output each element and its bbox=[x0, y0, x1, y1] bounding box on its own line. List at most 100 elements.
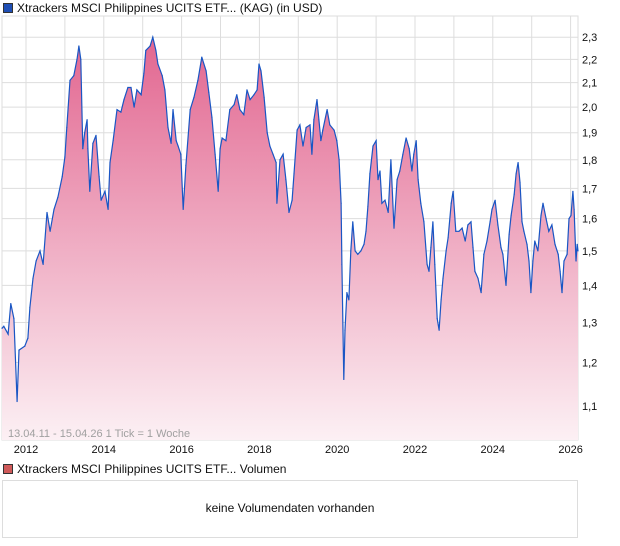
data-point bbox=[296, 129, 298, 131]
data-point bbox=[263, 96, 265, 98]
data-point bbox=[170, 142, 172, 144]
data-point bbox=[73, 74, 75, 77]
data-point bbox=[557, 253, 559, 255]
data-point bbox=[288, 211, 290, 214]
data-point bbox=[517, 161, 519, 164]
data-point bbox=[537, 250, 539, 252]
data-point bbox=[447, 237, 449, 239]
data-point bbox=[534, 240, 536, 242]
data-point bbox=[461, 227, 463, 229]
data-point bbox=[61, 176, 63, 178]
data-point bbox=[120, 111, 122, 113]
volume-panel: keine Volumendaten vorhanden bbox=[2, 480, 578, 538]
data-point bbox=[436, 318, 438, 320]
data-point bbox=[249, 99, 251, 101]
data-point bbox=[442, 277, 444, 279]
data-point bbox=[299, 124, 301, 126]
data-point bbox=[152, 36, 154, 38]
data-point bbox=[360, 250, 362, 252]
data-point bbox=[275, 161, 277, 164]
price-area-fill bbox=[2, 37, 578, 440]
data-point bbox=[340, 202, 342, 204]
data-point bbox=[69, 79, 71, 81]
data-point bbox=[438, 329, 440, 331]
data-point bbox=[489, 221, 491, 223]
data-point bbox=[98, 176, 100, 178]
data-point bbox=[13, 318, 15, 320]
price-legend-label: Xtrackers MSCI Philippines UCITS ETF... … bbox=[17, 1, 323, 15]
data-point bbox=[302, 145, 304, 147]
data-point bbox=[455, 230, 457, 232]
data-point bbox=[408, 148, 410, 150]
data-point bbox=[161, 74, 163, 77]
data-point bbox=[402, 153, 404, 155]
data-point bbox=[1, 327, 3, 329]
data-point bbox=[363, 243, 365, 245]
data-point bbox=[175, 140, 177, 142]
data-point bbox=[66, 126, 68, 129]
data-point bbox=[95, 134, 97, 136]
y-tick-label: 1,9 bbox=[582, 128, 597, 140]
data-point bbox=[157, 63, 159, 65]
data-point bbox=[243, 114, 245, 116]
data-point bbox=[266, 132, 268, 134]
data-point bbox=[563, 260, 565, 262]
data-point bbox=[53, 208, 55, 210]
data-point bbox=[470, 221, 472, 223]
data-point bbox=[381, 202, 383, 204]
data-point bbox=[467, 224, 469, 226]
data-point bbox=[365, 230, 367, 232]
y-tick-label: 1,1 bbox=[582, 401, 597, 413]
data-point bbox=[172, 108, 174, 111]
data-point bbox=[430, 247, 432, 249]
data-point bbox=[109, 161, 111, 164]
data-point bbox=[285, 178, 287, 181]
data-point bbox=[576, 243, 578, 245]
x-tick-label: 2026 bbox=[558, 444, 582, 456]
data-point bbox=[167, 126, 169, 129]
data-point bbox=[320, 140, 322, 142]
data-point bbox=[573, 208, 575, 210]
data-point bbox=[515, 173, 517, 175]
no-volume-message: keine Volumendaten vorhanden bbox=[205, 501, 375, 515]
y-tick-label: 2,3 bbox=[582, 32, 597, 44]
data-point bbox=[282, 153, 284, 155]
data-point bbox=[326, 108, 328, 111]
data-point bbox=[477, 277, 479, 279]
data-point bbox=[269, 145, 271, 147]
data-point bbox=[411, 170, 413, 172]
data-point bbox=[369, 173, 371, 175]
data-point bbox=[344, 329, 346, 331]
data-point bbox=[305, 126, 307, 129]
price-chart: 2,3 2,2 2,1 2,0 1,9 1,8 1,7 1,6 1,5 1,4 1,3 1,2 1,1 2… bbox=[1, 15, 597, 456]
price-legend: Xtrackers MSCI Philippines UCITS ETF... … bbox=[3, 1, 322, 15]
data-point bbox=[233, 103, 235, 106]
data-point bbox=[177, 145, 179, 147]
data-point bbox=[396, 178, 398, 181]
data-point bbox=[256, 89, 258, 91]
data-point bbox=[405, 137, 407, 139]
data-point bbox=[92, 142, 94, 144]
data-point bbox=[545, 218, 547, 220]
data-point bbox=[291, 199, 293, 201]
data-point bbox=[253, 94, 255, 96]
data-point bbox=[140, 94, 142, 96]
data-point bbox=[145, 49, 147, 52]
data-point bbox=[375, 140, 377, 142]
data-point bbox=[143, 72, 145, 74]
data-point bbox=[572, 190, 574, 192]
data-point bbox=[526, 243, 528, 245]
data-point bbox=[201, 56, 203, 58]
data-point bbox=[491, 208, 493, 210]
data-point bbox=[472, 247, 474, 249]
data-point bbox=[127, 86, 129, 89]
data-point bbox=[217, 190, 219, 192]
data-point bbox=[568, 218, 570, 220]
data-point bbox=[399, 170, 401, 172]
data-point bbox=[521, 221, 523, 223]
data-point bbox=[193, 96, 195, 98]
data-point bbox=[130, 86, 132, 89]
data-point bbox=[474, 270, 476, 272]
x-tick-label: 2022 bbox=[403, 444, 427, 456]
data-point bbox=[532, 260, 534, 262]
